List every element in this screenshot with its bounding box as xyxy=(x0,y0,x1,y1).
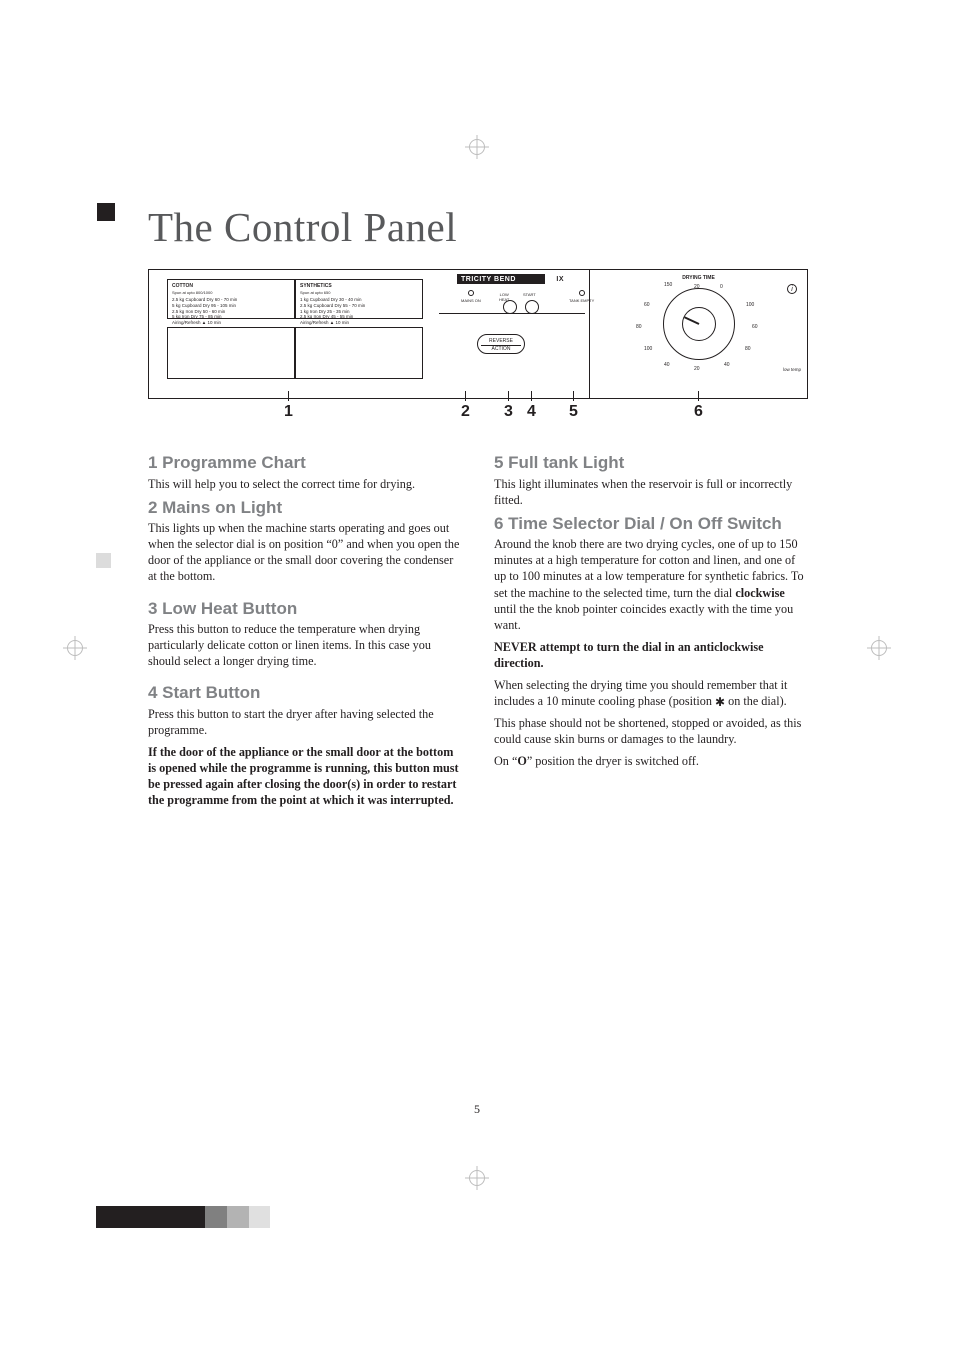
cotton-row: Airing/Refresh ▲ 10 min xyxy=(172,320,290,326)
reverse-action-badge: REVERSE ACTION xyxy=(477,334,525,354)
dial-tick: 100 xyxy=(644,346,652,352)
section-4-heading: 4 Start Button xyxy=(148,683,462,703)
time-selector-dial[interactable] xyxy=(663,288,735,360)
brand-suffix: IX xyxy=(556,276,564,283)
section-4-body2: If the door of the appliance or the smal… xyxy=(148,744,462,808)
reverse-line2: ACTION xyxy=(481,345,521,352)
start-button[interactable] xyxy=(525,300,539,314)
reverse-line1: REVERSE xyxy=(478,338,524,344)
section-6-body2: NEVER attempt to turn the dial in an ant… xyxy=(494,639,808,671)
tone-strip xyxy=(96,1206,314,1228)
section-4-body1: Press this button to start the dryer aft… xyxy=(148,706,462,738)
dial-tick: 60 xyxy=(644,302,650,308)
synth-heading: SYNTHETICS xyxy=(300,283,418,289)
registration-mark-left xyxy=(63,636,87,660)
callout-number: 4 xyxy=(527,403,536,421)
right-column: 5 Full tank Light This light illuminates… xyxy=(494,447,808,815)
dial-tick: 40 xyxy=(724,362,730,368)
mains-on-label: MAINS ON xyxy=(461,298,481,303)
dial-area: DRYING TIME 150 20 0 100 60 80 60 100 80… xyxy=(589,270,807,398)
dial-tick: 80 xyxy=(745,346,751,352)
callout-number: 6 xyxy=(694,403,703,421)
fan-icon: ✱ xyxy=(715,696,725,708)
registration-mark-right xyxy=(867,636,891,660)
brand-name: TRICITY BEND xyxy=(461,276,516,283)
cotton-sub: Spun at upto 800/1000 xyxy=(172,290,290,295)
dial-title: DRYING TIME xyxy=(682,275,715,281)
mains-on-led-icon xyxy=(468,290,474,296)
section-3-heading: 3 Low Heat Button xyxy=(148,599,462,619)
tank-led-icon xyxy=(579,290,585,296)
low-heat-button[interactable] xyxy=(503,300,517,314)
synth-sub: Spun at upto 650 xyxy=(300,290,418,295)
section-6-body5: On “O” position the dryer is switched of… xyxy=(494,753,808,769)
section-2-body: This lights up when the machine starts o… xyxy=(148,520,462,584)
page-title: The Control Panel xyxy=(148,203,808,251)
section-6-bold: NEVER attempt to turn the dial in an ant… xyxy=(494,640,763,670)
crop-mark-mid-left-box xyxy=(96,553,111,568)
brand-bar: TRICITY BEND IX xyxy=(457,274,567,284)
dial-lowheat-note: low temp xyxy=(783,367,801,372)
section-6-body1: Around the knob there are two drying cyc… xyxy=(494,536,808,633)
synth-row: Airing/Refresh ▲ 10 min xyxy=(300,320,418,326)
programme-chart-synthetics: SYNTHETICS Spun at upto 650 1 kg Cupboar… xyxy=(295,279,423,319)
dial-tick: 150 xyxy=(664,282,672,288)
section-5-heading: 5 Full tank Light xyxy=(494,453,808,473)
dial-tick: 40 xyxy=(664,362,670,368)
section-1-body: This will help you to select the correct… xyxy=(148,476,462,492)
control-panel-illustration: COTTON Spun at upto 800/1000 2.5 kg Cupb… xyxy=(148,269,808,439)
callout-number: 2 xyxy=(461,403,470,421)
section-5-body: This light illuminates when the reservoi… xyxy=(494,476,808,508)
start-label: START xyxy=(523,292,536,297)
registration-mark-top xyxy=(465,135,489,159)
dial-tick: 0 xyxy=(720,284,723,290)
dial-tick: 80 xyxy=(636,324,642,330)
callout-number: 1 xyxy=(284,403,293,421)
crop-mark-top-left xyxy=(97,203,115,221)
callout-number: 3 xyxy=(504,403,513,421)
section-3-body: Press this button to reduce the temperat… xyxy=(148,621,462,669)
callout-number: 5 xyxy=(569,403,578,421)
dial-tick: 60 xyxy=(752,324,758,330)
registration-mark-bottom xyxy=(465,1166,489,1190)
programme-chart-cotton: COTTON Spun at upto 800/1000 2.5 kg Cupb… xyxy=(167,279,295,319)
dial-tick: 20 xyxy=(694,284,700,290)
section-1-heading: 1 Programme Chart xyxy=(148,453,462,473)
left-column: 1 Programme Chart This will help you to … xyxy=(148,447,462,815)
section-2-heading: 2 Mains on Light xyxy=(148,498,462,518)
section-4-bold: If the door of the appliance or the smal… xyxy=(148,745,459,807)
mains-on-indicator: MAINS ON xyxy=(461,290,481,303)
section-6-heading: 6 Time Selector Dial / On Off Switch xyxy=(494,514,808,534)
panel-callouts: 1 2 3 4 5 6 xyxy=(148,399,808,439)
dial-tick: 100 xyxy=(746,302,754,308)
blank-panel-box xyxy=(167,327,295,379)
cotton-heading: COTTON xyxy=(172,283,290,289)
page-number: 5 xyxy=(474,1102,480,1117)
info-icon: i xyxy=(787,284,797,294)
section-6-body4: This phase should not be shortened, stop… xyxy=(494,715,808,747)
dial-tick: 20 xyxy=(694,366,700,372)
blank-panel-box xyxy=(295,327,423,379)
dial-pointer-icon xyxy=(684,316,699,325)
section-6-body3: When selecting the drying time you shoul… xyxy=(494,677,808,709)
